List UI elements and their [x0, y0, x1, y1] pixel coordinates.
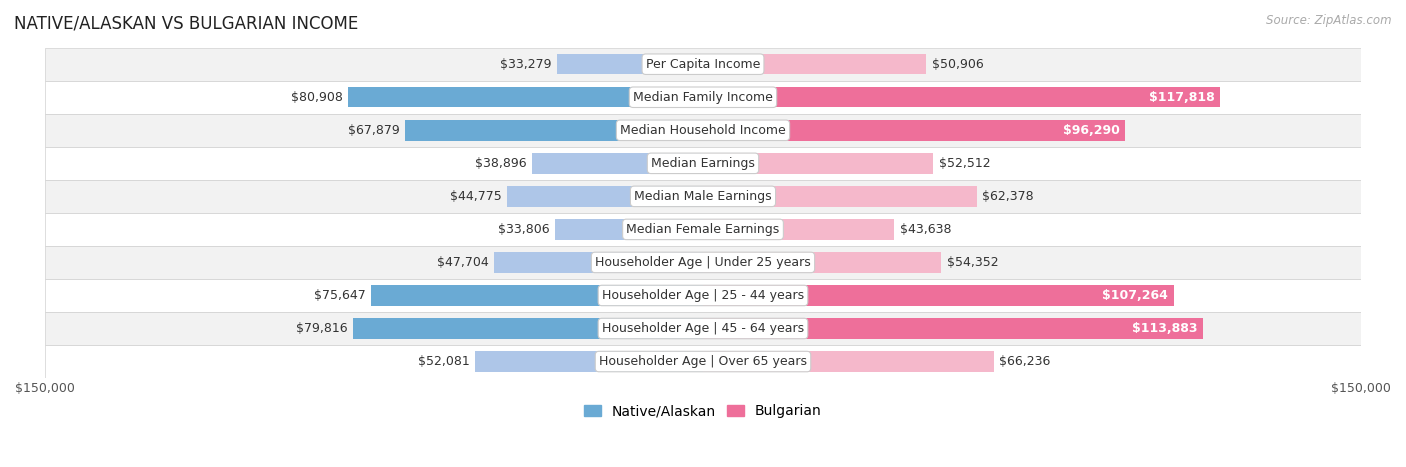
- Bar: [45, 114, 1361, 147]
- Bar: [45, 312, 1361, 345]
- Text: $62,378: $62,378: [981, 190, 1033, 203]
- Bar: [506, 186, 703, 206]
- Text: $117,818: $117,818: [1149, 91, 1215, 104]
- Text: $79,816: $79,816: [295, 322, 347, 335]
- Bar: [45, 213, 1361, 246]
- Bar: [353, 318, 703, 339]
- Text: $107,264: $107,264: [1102, 289, 1168, 302]
- Text: $52,081: $52,081: [418, 355, 470, 368]
- Text: NATIVE/ALASKAN VS BULGARIAN INCOME: NATIVE/ALASKAN VS BULGARIAN INCOME: [14, 14, 359, 32]
- Text: $80,908: $80,908: [291, 91, 343, 104]
- Bar: [703, 54, 927, 74]
- Text: Median Family Income: Median Family Income: [633, 91, 773, 104]
- Bar: [45, 48, 1361, 81]
- Bar: [703, 186, 977, 206]
- Bar: [703, 153, 934, 174]
- Bar: [45, 345, 1361, 378]
- Legend: Native/Alaskan, Bulgarian: Native/Alaskan, Bulgarian: [579, 399, 827, 424]
- Bar: [474, 351, 703, 372]
- Bar: [405, 120, 703, 141]
- Bar: [45, 81, 1361, 114]
- Bar: [371, 285, 703, 306]
- Text: Source: ZipAtlas.com: Source: ZipAtlas.com: [1267, 14, 1392, 27]
- Bar: [703, 285, 1174, 306]
- Text: $50,906: $50,906: [932, 58, 983, 71]
- Text: Householder Age | 45 - 64 years: Householder Age | 45 - 64 years: [602, 322, 804, 335]
- Bar: [703, 318, 1202, 339]
- Bar: [557, 54, 703, 74]
- Bar: [45, 147, 1361, 180]
- Text: Householder Age | Under 25 years: Householder Age | Under 25 years: [595, 256, 811, 269]
- Bar: [349, 87, 703, 107]
- Text: $54,352: $54,352: [946, 256, 998, 269]
- Text: $38,896: $38,896: [475, 157, 527, 170]
- Bar: [45, 246, 1361, 279]
- Text: $96,290: $96,290: [1063, 124, 1121, 137]
- Text: $33,279: $33,279: [501, 58, 551, 71]
- Bar: [703, 219, 894, 240]
- Text: $66,236: $66,236: [998, 355, 1050, 368]
- Text: $44,775: $44,775: [450, 190, 502, 203]
- Text: Median Female Earnings: Median Female Earnings: [627, 223, 779, 236]
- Text: Median Earnings: Median Earnings: [651, 157, 755, 170]
- Bar: [703, 120, 1125, 141]
- Text: $67,879: $67,879: [349, 124, 399, 137]
- Bar: [703, 351, 994, 372]
- Bar: [703, 252, 942, 273]
- Text: $33,806: $33,806: [498, 223, 550, 236]
- Bar: [703, 87, 1220, 107]
- Text: Median Household Income: Median Household Income: [620, 124, 786, 137]
- Bar: [494, 252, 703, 273]
- Text: Median Male Earnings: Median Male Earnings: [634, 190, 772, 203]
- Text: $113,883: $113,883: [1132, 322, 1198, 335]
- Text: Householder Age | Over 65 years: Householder Age | Over 65 years: [599, 355, 807, 368]
- Text: $52,512: $52,512: [939, 157, 990, 170]
- Text: Per Capita Income: Per Capita Income: [645, 58, 761, 71]
- Bar: [555, 219, 703, 240]
- Text: Householder Age | 25 - 44 years: Householder Age | 25 - 44 years: [602, 289, 804, 302]
- Bar: [533, 153, 703, 174]
- Text: $47,704: $47,704: [437, 256, 488, 269]
- Text: $75,647: $75,647: [314, 289, 366, 302]
- Text: $43,638: $43,638: [900, 223, 952, 236]
- Bar: [45, 279, 1361, 312]
- Bar: [45, 180, 1361, 213]
